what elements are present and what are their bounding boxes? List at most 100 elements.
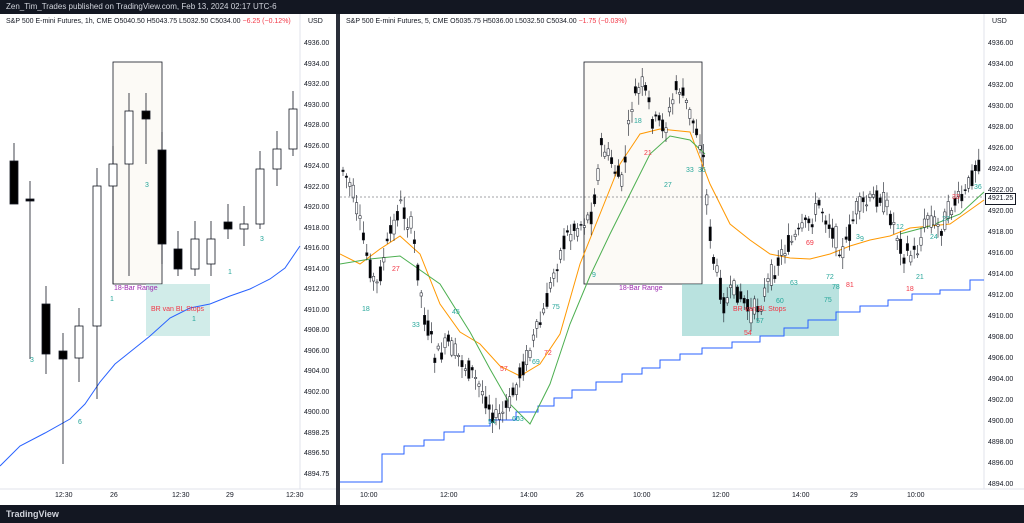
candle-body [582,225,586,228]
candle-body [661,119,665,132]
tradingview-logo: TradingView [6,509,59,519]
candle-body [474,377,478,379]
price-axis-1h[interactable]: 4936.00 4934.00 4932.00 4930.00 4928.00 4926.… [300,14,336,505]
right-tick-label: 4900.00 [988,418,1014,425]
candle-body [627,120,631,125]
candle-body [644,85,648,91]
bar-count-label: 75 [824,297,832,304]
left-tick-label: 4922.00 [304,183,330,191]
right-tick-label: 4920.00 [988,208,1014,215]
candle-body [766,278,770,282]
candle-body [851,219,855,222]
chart-panel-1h[interactable]: S&P 500 E-mini Futures, 1h, CME O5040.50… [0,14,336,505]
price-axis-5m[interactable]: 4936.00 4934.00 4932.00 4930.00 4928.00 4926.… [984,14,1020,505]
candle-body [443,337,447,348]
candle-body [599,138,603,146]
candle-body [916,253,920,256]
time-tick-label: 14:00 [792,492,810,499]
left-tick-label: 4900.00 [304,409,330,416]
candle-body [74,325,84,359]
bar-count-label: 1 [110,296,114,303]
bar-count-label: 1 [228,269,232,276]
candle-body [467,360,471,379]
candle-body [108,163,118,187]
candle-body [953,197,957,206]
time-tick-label: 10:00 [907,492,925,499]
right-tick-label: 4912.00 [988,292,1014,299]
candlestick-chart-1h[interactable] [0,14,336,505]
bar-count-label: 54 [488,419,496,426]
ohlc-values: O5040.50 H5043.75 L5032.50 C5034.00 [114,18,241,25]
candle-body [929,215,933,228]
candle-body [484,396,488,409]
candle-body [848,224,852,241]
candle-body [844,236,848,240]
time-tick-label: 29 [850,492,858,499]
currency-label: USD [992,18,1007,25]
chart-panel-5m[interactable]: S&P 500 E-mini Futures, 5, CME O5035.75 … [340,14,1024,505]
bar-count-label: 3 [260,236,264,243]
bar-count-label: 69 [532,359,540,366]
bar-count-label: 69 [806,240,814,247]
bar-count-label: 60 [776,298,784,305]
candle-body [854,201,858,215]
candle-body [967,177,971,189]
candlestick-chart-5m[interactable] [340,14,1024,505]
candle-body [875,190,879,207]
candle-body [124,110,134,165]
bar-count-label: 18 [362,306,370,313]
candle-body [586,214,590,221]
candle-body [841,246,845,259]
candle-body [552,272,556,279]
right-tick-label: 4916.00 [988,250,1014,257]
candle-body [606,148,610,156]
time-tick-label: 10:00 [633,492,651,499]
candle-body [688,109,692,119]
candle-body [565,230,569,233]
candle-body [786,235,790,252]
candle-body [973,164,977,171]
candle-body [790,240,794,243]
candle-body [416,264,420,281]
candle-body [715,265,719,273]
candle-body [453,343,457,356]
ema-green-line [340,135,706,425]
candle-body [763,287,767,297]
bar-count-label: 9 [860,236,864,243]
candle-body [92,185,102,327]
candle-body [531,334,535,341]
candle-body [157,149,167,245]
candle-body [419,292,423,297]
candle-body [395,211,399,221]
candle-body [807,218,811,224]
candle-body [943,211,947,230]
candle-body [776,257,780,266]
candle-body [878,197,882,203]
right-tick-label: 4930.00 [988,103,1014,110]
candle-body [759,309,763,312]
candle-body [732,280,736,296]
bar-count-label: 45 [452,309,460,316]
candle-body [773,275,777,280]
bar-count-label: 27 [392,266,400,273]
tradingview-footer: TradingView [0,505,1024,523]
right-tick-label: 4894.00 [988,481,1014,488]
candle-body [684,99,688,103]
candle-body [223,221,233,230]
left-tick-label: 4908.00 [304,327,330,334]
candle-body [429,331,433,335]
candle-body [579,224,583,226]
right-tick-label: 4898.00 [988,439,1014,446]
candle-body [457,355,461,358]
candle-body [613,171,617,174]
candle-body [511,387,515,396]
candle-body [858,196,862,212]
candle-body [610,157,614,164]
candle-body [956,191,960,197]
right-tick-label: 4924.00 [988,166,1014,173]
candle-body [596,168,600,181]
bar-count-label: 27 [942,216,950,223]
candle-body [871,194,875,198]
candle-body [477,383,481,387]
time-tick-label: 12:30 [286,492,304,499]
